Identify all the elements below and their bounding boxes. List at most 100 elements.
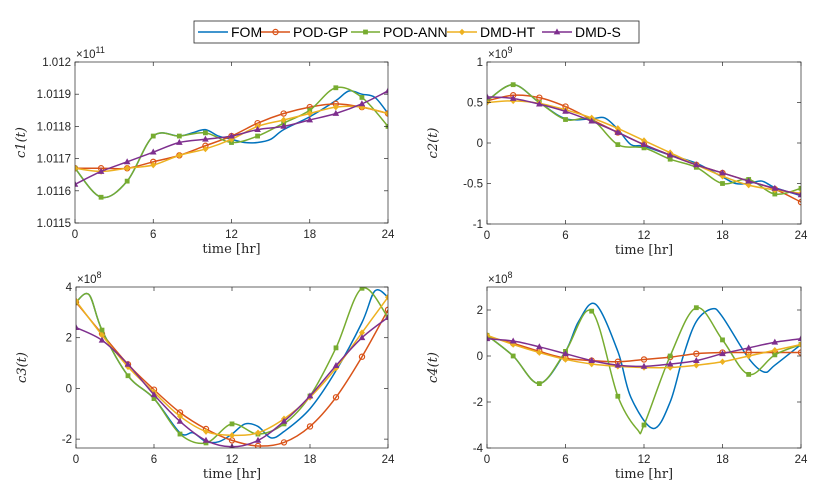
data-point-dmd-ht: [229, 432, 235, 439]
data-point-dmd-s: [332, 361, 340, 368]
x-tick-label: 0: [484, 454, 490, 466]
x-tick-label: 18: [304, 454, 317, 466]
data-point-dmd-s: [640, 362, 648, 369]
data-point-dmd-s: [588, 357, 595, 363]
x-tick-label: 24: [795, 454, 808, 466]
data-point-pod-ann: [151, 396, 157, 401]
data-point-dmd-ht: [177, 413, 183, 420]
data-point-dmd-ht: [124, 164, 131, 172]
data-point-pod-ann: [615, 142, 621, 148]
x-axis-label: time [hr]: [203, 467, 261, 482]
data-point-pod-ann: [177, 431, 183, 437]
data-point-dmd-s: [614, 361, 622, 368]
data-point-dmd-ht: [125, 363, 131, 371]
data-point-dmd-s: [536, 100, 543, 107]
data-point-pod-ann: [693, 305, 699, 311]
data-point-dmd-ht: [359, 329, 365, 336]
data-point-dmd-s: [123, 158, 131, 165]
data-point-dmd-s: [280, 122, 287, 129]
x-tick-label: 6: [562, 454, 568, 466]
y-tick-label: 1.0118: [37, 121, 71, 133]
legend: FOM POD-GP POD-ANN DMD-HT DMD-S: [193, 20, 640, 44]
y-tick-label: 1.0117: [37, 154, 71, 166]
y-tick-label: 0: [477, 351, 483, 363]
data-point-dmd-ht: [719, 358, 726, 366]
x-tick-label: 18: [303, 229, 316, 241]
data-point-dmd-s: [771, 184, 779, 191]
data-point-dmd-s: [332, 109, 340, 116]
exponent-power: 11: [96, 45, 105, 55]
data-point-pod-ann: [359, 95, 365, 100]
data-point-dmd-ht: [693, 361, 700, 369]
data-point-pod-gp: [280, 110, 287, 117]
data-point-pod-ann: [746, 372, 752, 377]
data-point-dmd-s: [666, 151, 674, 158]
data-point-dmd-ht: [745, 352, 752, 360]
data-point-pod-ann: [720, 337, 725, 343]
data-point-pod-ann: [359, 287, 365, 291]
series-line-pod-ann: [487, 306, 801, 435]
x-tick-label: 0: [484, 230, 490, 242]
data-point-pod-ann: [615, 393, 621, 399]
legend-marker-diamond: [459, 28, 465, 36]
x-tick-label: 0: [72, 229, 78, 241]
exponent-label: ×108: [77, 270, 102, 286]
y-tick-label: 2: [477, 305, 483, 317]
legend-label: POD-ANN: [383, 24, 448, 40]
legend-label: FOM: [231, 24, 262, 40]
data-point-dmd-s: [76, 323, 80, 330]
data-point-dmd-s: [745, 177, 752, 184]
y-tick-label: 1: [477, 57, 483, 69]
x-tick-label: 24: [795, 230, 808, 242]
x-axis-label: time [hr]: [615, 467, 673, 482]
data-point-dmd-ht: [332, 103, 339, 111]
exponent-base: ×10: [488, 274, 508, 286]
y-tick-label: 2: [66, 333, 72, 345]
data-point-dmd-ht: [203, 428, 209, 435]
data-point-dmd-ht: [280, 116, 287, 124]
subplot-c4: 0 6 12 18 24 -4 -2 0 2 ×108 time [hr] c4(t): [426, 270, 808, 482]
legend-label: DMD-HT: [480, 24, 536, 40]
legend-marker-square: [363, 29, 368, 35]
exponent-label: ×1011: [76, 45, 105, 61]
data-point-dmd-s: [384, 87, 388, 94]
legend-entry-dmd-s: DMD-S: [542, 24, 621, 40]
exponent-power: 8: [508, 270, 513, 280]
y-axis-label: c4(t): [426, 352, 441, 383]
y-axis-label: c2(t): [426, 128, 441, 159]
x-tick-label: 18: [716, 230, 729, 242]
x-axis-label: time [hr]: [615, 243, 673, 258]
data-point-dmd-s: [384, 313, 388, 320]
x-tick-label: 24: [382, 229, 395, 241]
data-point-pod-ann: [333, 85, 339, 91]
y-tick-label: 1.0116: [37, 186, 71, 198]
data-point-pod-gp: [306, 423, 314, 430]
data-point-dmd-s: [202, 436, 210, 443]
data-point-dmd-s: [306, 116, 314, 123]
data-point-pod-ann: [281, 421, 287, 427]
data-point-pod-ann: [255, 133, 260, 139]
legend-marker-circle: [272, 28, 279, 36]
x-tick-label: 0: [73, 454, 79, 466]
x-tick-label: 12: [225, 229, 238, 241]
data-point-pod-ann: [333, 345, 339, 351]
exponent-base: ×10: [77, 274, 97, 286]
x-axis-label: time [hr]: [202, 242, 260, 257]
exponent-label: ×108: [488, 270, 513, 286]
data-point-pod-ann: [589, 308, 595, 314]
data-point-dmd-s: [614, 128, 622, 135]
data-point-pod-ann: [99, 327, 105, 333]
data-point-dmd-s: [588, 117, 595, 124]
data-point-pod-gp: [487, 97, 491, 105]
data-point-dmd-ht: [771, 346, 778, 354]
data-point-dmd-ht: [75, 164, 78, 172]
data-point-pod-ann: [124, 178, 130, 184]
exponent-power: 8: [97, 270, 102, 280]
data-point-pod-ann: [229, 421, 235, 427]
data-point-pod-ann: [203, 130, 208, 136]
x-tick-label: 12: [226, 454, 239, 466]
data-point-dmd-s: [306, 392, 314, 399]
data-point-pod-gp: [640, 356, 648, 363]
data-point-pod-ann: [125, 373, 131, 379]
